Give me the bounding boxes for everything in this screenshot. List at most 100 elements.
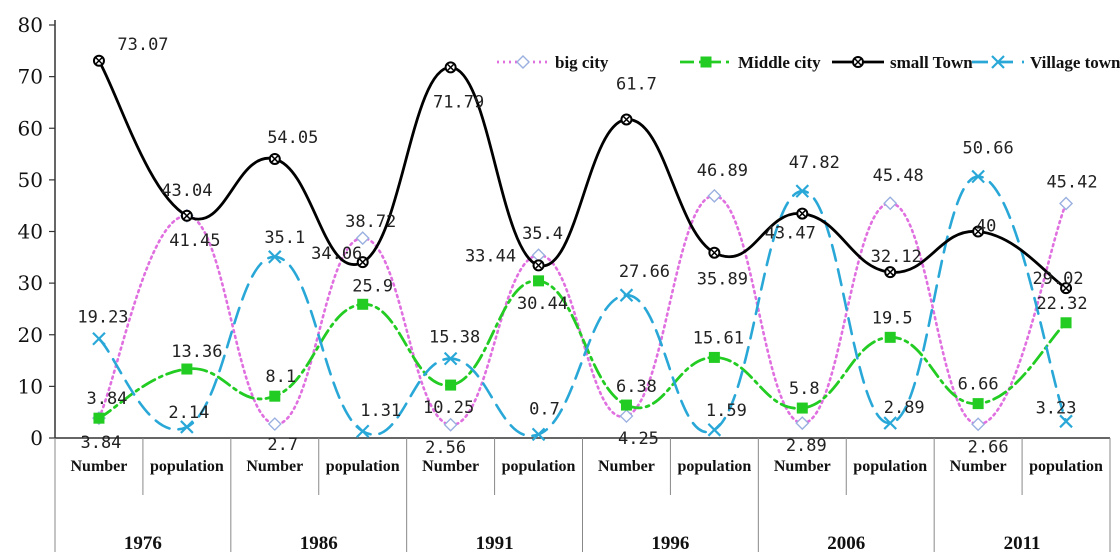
data-label-village-town: 2.89 [884,398,925,418]
data-point-small-town [180,209,193,222]
data-label-big-city: 3.84 [86,389,127,409]
y-tick-label: 70 [18,65,43,89]
x-category-label: population [853,458,927,475]
data-label-middle-city: 10.25 [423,398,474,418]
data-label-big-city: 45.42 [1046,173,1097,193]
data-label-small-town: 43.47 [765,224,816,244]
data-point-village-town [883,416,897,430]
data-point-small-town [796,207,809,220]
data-point-small-town-cross [1062,284,1070,292]
data-label-middle-city: 3.84 [80,433,121,453]
data-point-village-town [795,184,810,198]
data-point-middle-city [445,379,457,391]
data-label-middle-city: 25.9 [352,276,393,296]
data-point-village-town [531,427,546,442]
data-label-small-town: 32.12 [871,247,922,267]
data-label-small-town: 29.02 [1032,269,1083,289]
data-point-small-town-cross [183,212,191,220]
x-group-label: 1991 [476,533,514,554]
data-point-village-town [1059,414,1073,429]
x-category-label: Number [598,458,655,475]
data-labels: 3.84 43.04 2.7 38.72 2.56 35.4 4.25 46.89 2.89 45… [77,35,1097,458]
x-group-label: 2006 [827,533,865,554]
legend-label-middle-city: Middle city [738,53,821,72]
legend-marker-big-city [516,55,530,69]
data-point-small-town [708,246,721,259]
data-label-village-town: 1.59 [706,401,747,421]
data-point-big-city [267,417,282,432]
data-label-small-town: 41.45 [169,231,220,251]
x-category-label: population [150,458,224,475]
x-group-label: 1976 [124,533,162,554]
x-group-label: 1986 [300,533,338,554]
data-label-village-town: 35.1 [264,228,305,248]
data-point-small-town-cross [798,210,806,218]
data-label-village-town: 0.7 [529,399,560,419]
data-point-village-town [355,424,370,439]
data-label-village-town: 15.38 [429,328,480,348]
data-label-big-city: 35.4 [522,224,563,244]
legend-label-big-city: big city [555,53,609,72]
series-line-village-town [97,175,1068,438]
x-category-label: population [502,458,576,475]
data-point-middle-city [1060,317,1072,329]
data-point-small-town-cross [886,268,894,276]
x-group-label: 2011 [1004,533,1041,554]
data-label-big-city: 2.66 [968,437,1009,457]
data-label-village-town: 47.82 [789,153,840,173]
data-point-big-city [619,409,634,424]
data-label-big-city: 38.72 [345,212,396,232]
data-point-small-town-cross [271,155,279,163]
data-point-small-town-cross [447,63,455,71]
data-label-middle-city: 30.44 [517,294,568,314]
x-category-label: population [1029,458,1103,475]
data-point-village-town [92,331,106,346]
legend-marker-middle-city [700,56,712,68]
legend-marker-small-town-cross [854,58,862,66]
data-label-village-town: 27.66 [619,262,670,282]
data-label-big-city: 46.89 [697,161,748,181]
x-group-label: 1996 [651,533,689,554]
y-tick-label: 10 [18,374,43,398]
data-point-small-town [356,256,369,269]
data-label-middle-city: 6.66 [958,375,999,395]
y-tick-label: 80 [18,13,43,37]
data-label-middle-city: 19.5 [872,308,913,328]
data-point-small-town-cross [535,261,543,269]
data-point-village-town [971,169,985,184]
data-point-big-city [795,416,810,431]
legend-label-small-town: small Town [890,53,973,72]
series-layer [91,54,1074,442]
data-point-middle-city [796,402,808,414]
y-tick-label: 50 [18,168,43,192]
data-label-middle-city: 6.38 [616,377,657,397]
data-point-small-town [444,61,457,74]
data-point-small-town-cross [974,227,982,236]
data-point-big-city [707,188,722,203]
data-label-small-town: 34.06 [311,244,362,264]
data-point-small-town [532,259,545,272]
data-point-big-city [355,231,370,246]
data-label-village-town: 50.66 [963,138,1014,158]
axes: 0 10 20 30 40 50 60 70 80 Number population Number p… [18,13,1111,554]
data-label-big-city: 2.56 [425,438,466,458]
y-tick-label: 40 [18,220,43,244]
data-point-village-town [619,288,634,302]
data-point-middle-city [93,412,105,424]
data-point-big-city [971,417,986,432]
data-label-small-town: 73.07 [117,35,168,55]
data-label-big-city: 2.89 [786,436,827,456]
data-point-small-town [1060,282,1073,295]
data-label-middle-city: 22.32 [1036,294,1087,314]
x-category-label: Number [71,458,128,475]
y-tick-label: 60 [18,116,43,140]
data-point-small-town [92,54,105,67]
x-category-label: Number [950,458,1007,475]
legend-label-village-town: Village town [1030,53,1120,72]
data-label-village-town: 3.23 [1036,398,1077,418]
data-point-big-city [883,196,898,211]
legend: big city Middle city small Town Village tow… [497,53,1120,72]
data-point-middle-city [884,331,896,343]
data-point-village-town [180,420,194,434]
